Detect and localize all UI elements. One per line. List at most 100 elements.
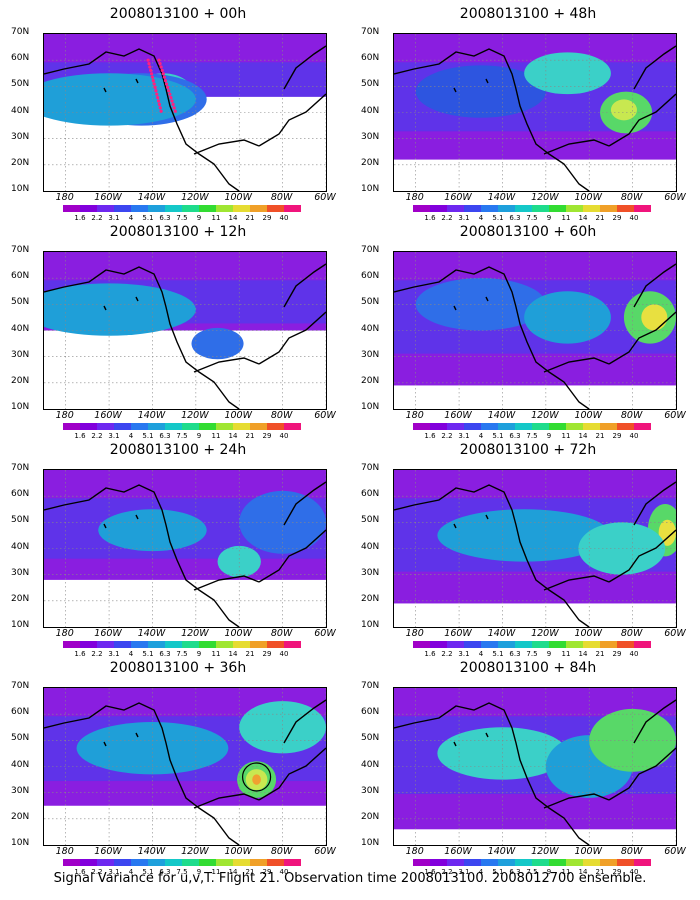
colorbar-swatch — [583, 205, 600, 212]
variance-contour — [610, 99, 637, 121]
colorbar-swatch — [549, 205, 566, 212]
colorbar-swatch — [182, 859, 199, 866]
latitude-label: 30N — [11, 785, 30, 796]
colorbar-swatch — [80, 423, 97, 430]
colorbar-label: 9 — [196, 214, 202, 222]
panel-title: 2008013100 + 72h — [459, 442, 597, 458]
colorbar-label: 11 — [561, 214, 571, 222]
latitude-label: 10N — [11, 184, 30, 194]
flight-track-dot — [163, 78, 168, 83]
colorbar-label: 4 — [478, 868, 484, 876]
longitude-label: 140W — [137, 192, 166, 203]
colorbar-swatch — [148, 859, 165, 866]
longitude-label: 140W — [137, 410, 166, 421]
colorbar-label: 40 — [279, 650, 289, 658]
colorbar-swatch — [617, 205, 634, 212]
colorbar-label: 1.6 — [424, 650, 436, 658]
colorbar-label: 1.6 — [424, 868, 436, 876]
colorbar-swatch — [481, 205, 498, 212]
colorbar-swatch — [131, 205, 148, 212]
colorbar-label: 5.1 — [492, 432, 504, 440]
colorbar-label: 3.1 — [108, 432, 120, 440]
latitude-label: 50N — [11, 515, 30, 526]
colorbar-label: 7.5 — [176, 432, 188, 440]
latitude-label: 60N — [361, 707, 380, 718]
latitude-label: 10N — [361, 402, 380, 412]
latitude-label: 40N — [361, 105, 380, 116]
longitude-label: 160W — [94, 628, 122, 639]
colorbar-swatch — [447, 641, 464, 648]
colorbar-swatch — [634, 859, 651, 866]
longitude-label: 180 — [55, 628, 74, 639]
colorbar-swatch — [464, 641, 481, 648]
colorbar-swatch — [63, 859, 80, 866]
colorbar-swatch — [250, 423, 267, 430]
flight-track-dot — [148, 65, 152, 69]
map-plot — [43, 469, 327, 628]
latitude-label: 20N — [361, 375, 380, 386]
colorbar-label: 7.5 — [176, 868, 188, 876]
longitude-label: 100W — [224, 410, 252, 421]
colorbar-swatch — [284, 859, 301, 866]
longitude-label: 100W — [224, 628, 252, 639]
longitude-label: 120W — [531, 192, 559, 203]
flight-track-dot — [151, 78, 155, 83]
latitude-label: 10N — [361, 184, 380, 194]
colorbar-label: 29 — [262, 432, 272, 440]
variance-contour — [578, 522, 666, 575]
longitude-label: 140W — [487, 192, 516, 203]
map-plot — [393, 33, 677, 192]
longitude-label: 60W — [664, 410, 686, 421]
colorbar-label: 3.1 — [108, 868, 120, 876]
colorbar-swatch — [182, 641, 199, 648]
colorbar-label: 2.2 — [441, 868, 453, 876]
longitude-label: 60W — [314, 192, 336, 203]
latitude-label: 40N — [11, 323, 30, 334]
colorbar-swatch — [532, 641, 549, 648]
coastline — [394, 481, 676, 627]
flight-track-dot — [173, 109, 177, 113]
colorbar-label: 40 — [629, 432, 639, 440]
colorbar-swatch — [267, 205, 284, 212]
colorbar-swatch — [131, 859, 148, 866]
colorbar-label: 3.1 — [108, 214, 120, 222]
colorbar-swatch — [182, 423, 199, 430]
flight-track-dot — [157, 58, 161, 62]
longitude-label: 140W — [137, 628, 166, 639]
longitude-label: 180 — [55, 410, 74, 421]
colorbar-swatch — [566, 641, 583, 648]
longitude-label: 100W — [574, 192, 602, 203]
colorbar-swatch — [464, 205, 481, 212]
colorbar-swatch — [199, 641, 216, 648]
flight-track-dot — [154, 89, 158, 93]
longitude-label: 100W — [224, 192, 252, 203]
colorbar-label: 6.3 — [509, 432, 521, 440]
map-canvas — [44, 688, 326, 845]
coastline — [394, 699, 676, 845]
latitude-label: 20N — [11, 593, 30, 604]
map-canvas — [394, 252, 676, 409]
colorbar-swatch — [63, 423, 80, 430]
colorbar — [413, 859, 651, 866]
panel-title: 2008013100 + 24h — [109, 442, 247, 458]
verification-region-circle — [241, 762, 272, 792]
longitude-label: 80W — [620, 410, 643, 421]
map-panel: 2008013100 + 84h 70N 60N 50N 40N 30N 20N 10N 180… — [358, 657, 698, 876]
colorbar-swatch — [97, 423, 114, 430]
colorbar-label: 5.1 — [492, 650, 504, 658]
colorbar-swatch — [515, 205, 532, 212]
flight-track-dot — [158, 106, 162, 110]
colorbar-label: 1.6 — [74, 432, 86, 440]
colorbar-swatch — [97, 859, 114, 866]
colorbar-swatch — [617, 641, 634, 648]
colorbar-swatch — [549, 423, 566, 430]
latitude-label: 60N — [361, 271, 380, 282]
colorbar-swatch — [165, 205, 182, 212]
colorbar-label: 6.3 — [159, 868, 171, 876]
longitude-label: 160W — [94, 410, 122, 421]
colorbar-swatch — [583, 859, 600, 866]
colorbar-label: 21 — [245, 432, 255, 440]
colorbar-label: 29 — [262, 214, 272, 222]
colorbar-swatch — [498, 205, 515, 212]
map-canvas — [394, 34, 676, 191]
